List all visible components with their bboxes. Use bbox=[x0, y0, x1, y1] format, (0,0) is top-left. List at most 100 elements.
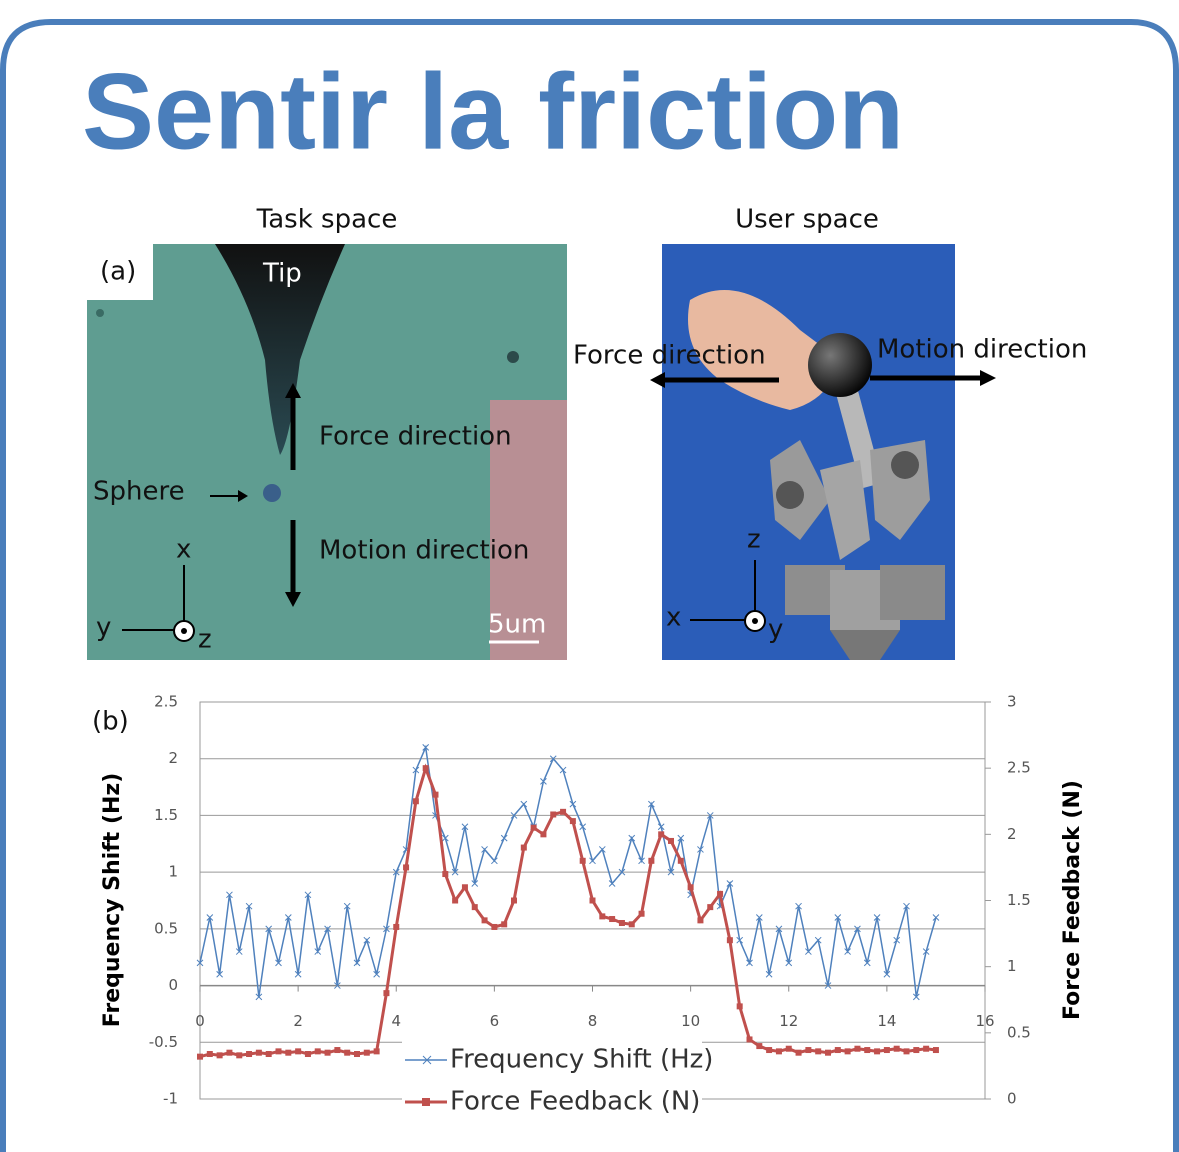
label: z bbox=[747, 525, 761, 555]
marker bbox=[403, 864, 409, 870]
device-photo bbox=[650, 244, 996, 660]
label: x bbox=[666, 603, 681, 633]
legend-label: Force Feedback (N) bbox=[450, 1087, 700, 1117]
y-tick-label: 1 bbox=[168, 863, 178, 881]
marker bbox=[207, 1051, 213, 1057]
y-axis-title: Frequency Shift (Hz) bbox=[100, 773, 125, 1028]
chart: (b) Frequency Shift (Hz) Force Feedback … bbox=[92, 693, 1085, 1119]
marker bbox=[639, 911, 645, 917]
marker bbox=[550, 811, 556, 817]
marker bbox=[756, 1043, 762, 1049]
marker bbox=[766, 1047, 772, 1053]
x-tick-label: 2 bbox=[293, 1012, 303, 1030]
marker bbox=[334, 1047, 340, 1053]
y2-tick-label: 2.5 bbox=[1007, 759, 1031, 777]
y-tick-label: 0 bbox=[168, 976, 178, 994]
marker bbox=[707, 904, 713, 910]
marker bbox=[668, 838, 674, 844]
marker bbox=[658, 831, 664, 837]
marker bbox=[590, 898, 596, 904]
label: Force direction bbox=[319, 422, 512, 452]
marker bbox=[619, 920, 625, 926]
x-tick-label: 16 bbox=[975, 1012, 994, 1030]
marker bbox=[197, 1054, 203, 1060]
x-tick-label: 4 bbox=[391, 1012, 401, 1030]
marker bbox=[609, 916, 615, 922]
y2-tick-label: 1.5 bbox=[1007, 891, 1031, 909]
marker bbox=[452, 898, 458, 904]
marker bbox=[599, 913, 605, 919]
legend-label: Frequency Shift (Hz) bbox=[450, 1045, 713, 1075]
marker bbox=[482, 917, 488, 923]
marker bbox=[845, 1048, 851, 1054]
marker bbox=[540, 831, 546, 837]
marker bbox=[894, 1046, 900, 1052]
slide: Sentir la friction Task space (a) Tip Fo… bbox=[0, 0, 1179, 1152]
y2-tick-label: 0 bbox=[1007, 1090, 1017, 1108]
marker bbox=[491, 858, 497, 864]
y-tick-label: -0.5 bbox=[149, 1033, 178, 1051]
marker bbox=[796, 1050, 802, 1056]
marker bbox=[462, 884, 468, 890]
marker bbox=[393, 924, 399, 930]
marker bbox=[805, 1047, 811, 1053]
caption: User space bbox=[735, 205, 879, 235]
marker bbox=[442, 871, 448, 877]
microscope-image bbox=[87, 244, 567, 660]
marker bbox=[276, 1048, 282, 1054]
marker bbox=[786, 1046, 792, 1052]
marker bbox=[374, 1048, 380, 1054]
label: z bbox=[198, 625, 212, 655]
marker bbox=[491, 924, 497, 930]
y2-axis-title: Force Feedback (N) bbox=[1060, 780, 1085, 1020]
marker bbox=[236, 1052, 242, 1058]
label: Motion direction bbox=[877, 335, 1087, 365]
marker bbox=[737, 1003, 743, 1009]
marker bbox=[560, 809, 566, 815]
marker bbox=[521, 845, 527, 851]
y-tick-label: 2 bbox=[168, 749, 178, 767]
label: (a) bbox=[100, 257, 136, 287]
marker bbox=[501, 921, 507, 927]
marker bbox=[256, 1050, 262, 1056]
marker bbox=[305, 1051, 311, 1057]
marker bbox=[864, 1047, 870, 1053]
slide-canvas: Sentir la friction Task space (a) Tip Fo… bbox=[0, 0, 1179, 1152]
marker bbox=[295, 1048, 301, 1054]
marker bbox=[570, 818, 576, 824]
marker bbox=[433, 792, 439, 798]
legend-marker bbox=[422, 1098, 430, 1106]
y-tick-label: 0.5 bbox=[154, 919, 178, 937]
label: y bbox=[768, 615, 783, 645]
label: Force direction bbox=[573, 341, 766, 371]
x-tick-label: 14 bbox=[877, 1012, 896, 1030]
y2-tick-label: 3 bbox=[1007, 693, 1017, 711]
marker bbox=[364, 1050, 370, 1056]
label: y bbox=[96, 613, 111, 643]
marker bbox=[717, 891, 723, 897]
marker bbox=[648, 858, 654, 864]
marker bbox=[747, 1036, 753, 1042]
y-tick-label: -1 bbox=[163, 1090, 178, 1108]
marker bbox=[629, 921, 635, 927]
x-tick-label: 12 bbox=[779, 1012, 798, 1030]
x-tick-label: 6 bbox=[490, 1012, 500, 1030]
marker bbox=[501, 835, 507, 841]
y2-tick-label: 2 bbox=[1007, 825, 1017, 843]
x-tick-label: 0 bbox=[195, 1012, 205, 1030]
marker bbox=[776, 1048, 782, 1054]
marker bbox=[217, 1052, 223, 1058]
marker bbox=[325, 1050, 331, 1056]
y-tick-label: 1.5 bbox=[154, 806, 178, 824]
marker bbox=[904, 1048, 910, 1054]
marker bbox=[344, 1050, 350, 1056]
marker bbox=[423, 765, 429, 771]
label: x bbox=[176, 535, 191, 565]
marker bbox=[531, 825, 537, 831]
marker bbox=[354, 1051, 360, 1057]
marker bbox=[413, 798, 419, 804]
label: Motion direction bbox=[319, 536, 529, 566]
marker bbox=[226, 1050, 232, 1056]
marker bbox=[923, 1046, 929, 1052]
marker bbox=[874, 1048, 880, 1054]
